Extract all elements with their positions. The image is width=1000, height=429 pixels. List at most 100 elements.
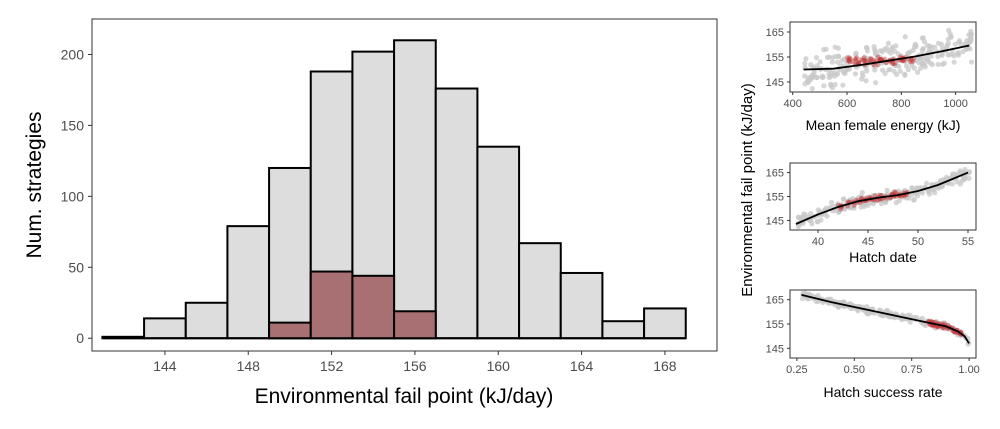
- scatter-point: [863, 65, 869, 71]
- scatter-point: [860, 73, 866, 79]
- scatter-point: [814, 74, 820, 81]
- scatter-point: [918, 65, 924, 71]
- scatter-point: [834, 59, 841, 65]
- scatter-point: [967, 39, 974, 45]
- scatter-point: [922, 61, 928, 68]
- scatter-point: [931, 186, 937, 193]
- main-y-ticks: 0 50 100 150 200: [61, 46, 92, 346]
- main-x-axis-title: Environmental fail point (kJ/day): [255, 385, 554, 408]
- highlight-bar: [268, 321, 312, 340]
- scatter-point: [872, 67, 878, 73]
- scatter-point: [949, 173, 956, 179]
- scatter-point: [928, 53, 934, 59]
- scatter-points: [801, 27, 975, 92]
- histogram-bar: [268, 166, 312, 340]
- highlight-point: [853, 57, 858, 63]
- scatter-point: [832, 81, 838, 88]
- scatter-point: [852, 71, 859, 77]
- highlight-point: [890, 61, 896, 67]
- highlight-bar: [309, 270, 354, 340]
- highlight-point: [861, 55, 867, 61]
- scatter-point: [873, 63, 879, 69]
- highlight-point: [868, 56, 873, 62]
- y-tick-label: 155: [766, 52, 784, 64]
- highlight-point: [848, 56, 853, 62]
- scatter-point: [814, 63, 820, 69]
- scatter-point: [840, 196, 846, 202]
- histogram-bar: [601, 320, 646, 340]
- scatter-point: [957, 168, 963, 174]
- scatter-point: [943, 174, 950, 180]
- trend-line: [795, 171, 969, 225]
- scatter-point: [888, 50, 894, 56]
- scatter-point: [803, 56, 809, 62]
- scatter-point: [946, 27, 952, 33]
- highlight-point: [907, 59, 913, 65]
- y-tick-label: 200: [61, 46, 85, 62]
- scatter-point: [968, 59, 975, 65]
- scatter-point: [961, 175, 967, 182]
- highlight-bar: [351, 274, 396, 340]
- scatter-point: [808, 62, 814, 68]
- scatter-point: [836, 53, 842, 59]
- x-tick-label: 50: [912, 236, 924, 248]
- scatter-point: [941, 60, 947, 66]
- scatter-point: [911, 196, 917, 202]
- side-shared-y-axis-title: Environmental fail point (kJ/day): [739, 83, 756, 296]
- highlight-bar: [393, 310, 437, 340]
- highlight-point: [846, 58, 851, 64]
- scatter-point: [821, 83, 827, 89]
- histogram-bar: [226, 225, 271, 340]
- highlight-point: [900, 58, 906, 64]
- histogram-bar: [559, 271, 604, 340]
- highlight-point: [875, 62, 881, 68]
- x-tick-label: 40: [812, 236, 824, 248]
- highlight-point: [892, 190, 898, 195]
- hatch-date-scatter-panel: 40 45 50 55 145 155 165 Hatch date: [766, 162, 977, 265]
- x-tick-label: 144: [153, 358, 177, 374]
- y-tick-label: 145: [766, 215, 784, 227]
- highlight-point: [875, 54, 881, 60]
- scatter-point: [891, 188, 897, 195]
- scatter-point: [924, 42, 930, 48]
- x-tick-label: 152: [320, 358, 344, 374]
- trend-line: [801, 294, 970, 344]
- scatter-point: [868, 199, 874, 205]
- scatter-point: [956, 52, 962, 58]
- scatter-point: [859, 201, 866, 208]
- scatter-point: [917, 185, 923, 191]
- y-tick-label: 145: [766, 343, 784, 355]
- scatter-point: [957, 181, 963, 187]
- scatter-point: [893, 62, 899, 68]
- scatter-point: [945, 52, 951, 58]
- highlight-point: [878, 57, 884, 62]
- scatter-point: [817, 59, 823, 65]
- scatter-point: [842, 71, 848, 77]
- scatter-point: [879, 67, 886, 73]
- scatter-point: [916, 59, 922, 66]
- scatter-point: [893, 200, 899, 206]
- scatter-point: [824, 213, 830, 219]
- scatter-point: [932, 44, 938, 50]
- y-tick-label: 50: [68, 259, 84, 275]
- scatter-point: [908, 57, 914, 63]
- scatter-point: [893, 71, 900, 78]
- scatter-point: [840, 82, 846, 88]
- scatter-point: [951, 59, 957, 65]
- highlight-point: [856, 60, 862, 66]
- scatter-point: [815, 219, 821, 225]
- scatter-point: [935, 53, 941, 60]
- highlight-point: [853, 56, 859, 62]
- scatter-point: [943, 44, 950, 51]
- highlight-point: [901, 58, 907, 64]
- scatter-point: [857, 194, 863, 200]
- scatter-point: [903, 63, 910, 69]
- histogram-bar: [518, 242, 562, 340]
- scatter-point: [870, 192, 876, 199]
- highlight-point: [854, 55, 860, 61]
- histogram-bar: [643, 307, 687, 340]
- scatter-point: [878, 200, 885, 207]
- y-tick-label: 155: [766, 192, 784, 204]
- highlight-point: [868, 56, 874, 61]
